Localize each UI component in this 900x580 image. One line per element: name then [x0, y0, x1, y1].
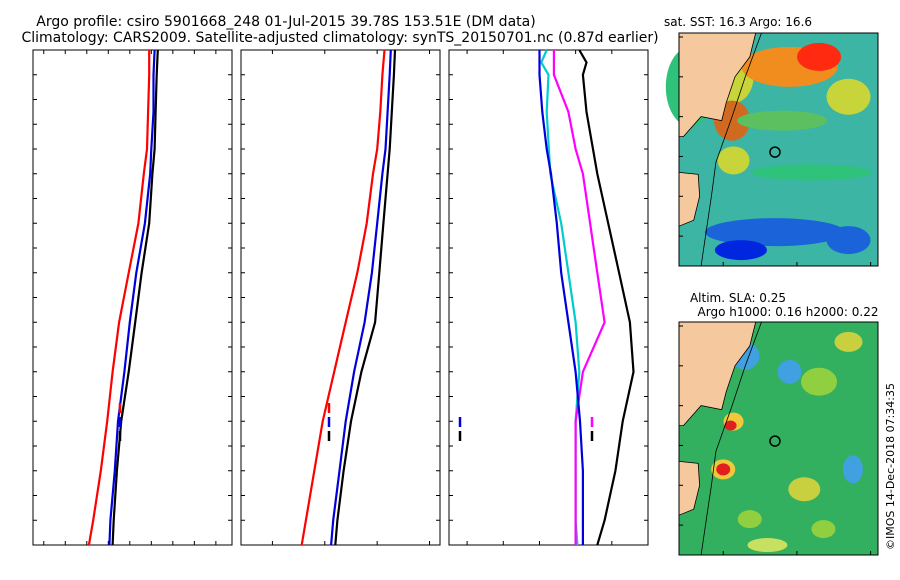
temperature-line	[108, 49, 156, 546]
map-field-blob	[834, 331, 863, 352]
difference-panel	[448, 49, 649, 546]
land-mainland	[678, 32, 757, 138]
land-mainland	[678, 321, 757, 427]
map-field-blob	[751, 164, 872, 181]
imos-watermark: ©IMOS 14-Dec-2018 07:34:35	[884, 383, 897, 550]
map-field-blob	[737, 110, 828, 131]
map-field-blob	[788, 477, 821, 502]
temperature-line	[111, 49, 159, 546]
map-field-blob	[811, 520, 836, 539]
salinity-line	[330, 49, 392, 546]
shelf-contour	[700, 321, 762, 556]
temperature-line	[87, 50, 151, 546]
map-field-blob	[737, 510, 762, 529]
sla-map	[678, 321, 879, 556]
map-field-blob	[777, 359, 802, 384]
map-field-blob	[717, 146, 750, 175]
salinity-line	[334, 49, 397, 546]
map-field-blob	[826, 78, 871, 115]
shelf-contour	[700, 32, 762, 267]
title-line2: Climatology: CARS2009. Satellite-adjuste…	[21, 30, 658, 46]
map-field-blob	[842, 455, 863, 484]
argo-location-marker	[769, 435, 781, 447]
sst-map-title: sat. SST: 16.3 Argo: 16.6	[664, 15, 812, 29]
sst-map	[665, 32, 879, 267]
sla-map-title-line1: Altim. SLA: 0.25	[690, 291, 786, 305]
difference-line	[578, 49, 635, 546]
salinity-panel	[240, 49, 441, 546]
map-field-blob	[704, 218, 845, 247]
map-field-blob	[801, 367, 838, 396]
map-field-blob	[747, 538, 788, 553]
map-field-blob	[724, 420, 737, 431]
map-field-blob	[797, 42, 842, 71]
map-field-blob	[716, 463, 731, 476]
argo-location-marker	[769, 146, 781, 158]
temperature-panel	[32, 49, 233, 546]
difference-line	[552, 50, 606, 545]
map-field-blob	[826, 226, 871, 255]
map-frame	[678, 321, 879, 556]
map-field-blob	[714, 240, 767, 261]
difference-line	[538, 50, 585, 545]
sla-map-title-line2: Argo h1000: 0.16 h2000: 0.22	[698, 305, 879, 319]
title-line1: Argo profile: csiro 5901668_248 01-Jul-2…	[36, 14, 535, 30]
salinity-line	[300, 49, 386, 546]
map-frame	[678, 32, 879, 267]
